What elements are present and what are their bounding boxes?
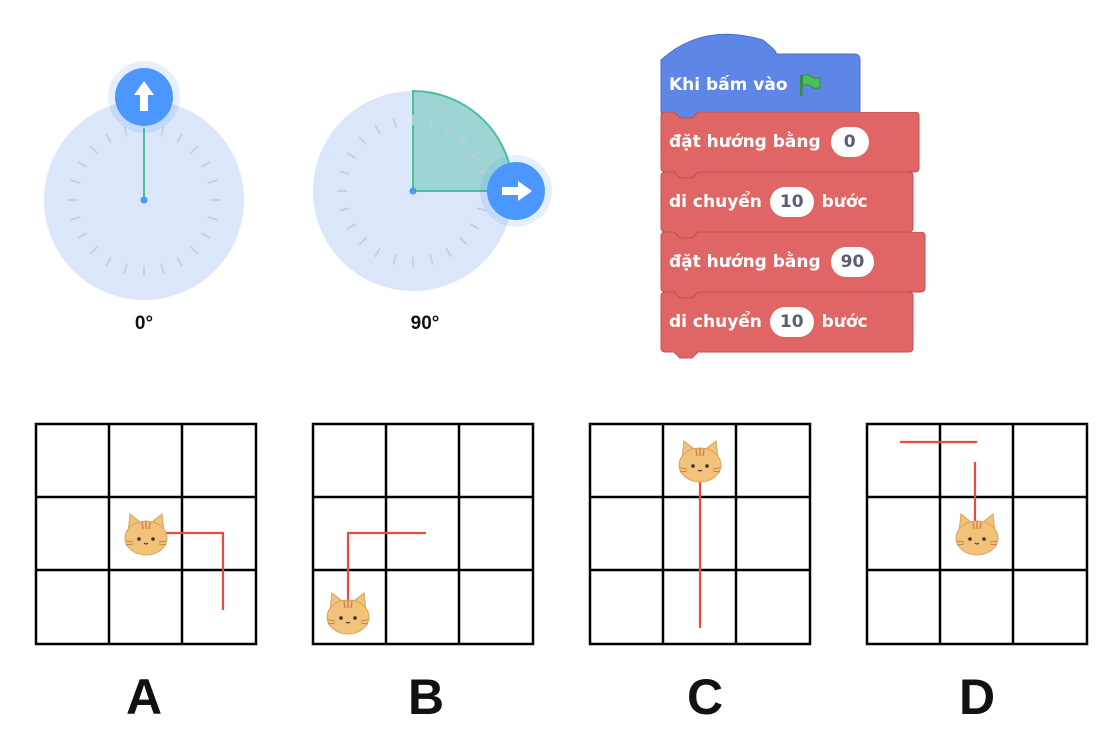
dial-tick (392, 254, 397, 265)
dial-tick (176, 256, 183, 267)
dial-tick (123, 263, 128, 274)
dial-tick (160, 263, 165, 274)
dial-tick (207, 179, 218, 184)
dial-tick (190, 246, 199, 255)
direction-dial-90 (313, 89, 552, 291)
dial-tick (469, 223, 480, 230)
option-label-a[interactable]: A (125, 669, 163, 725)
dial-tick (445, 124, 452, 135)
dial-tick (89, 145, 98, 154)
dial-label-90: 90° (410, 313, 440, 334)
dial-tick (469, 152, 480, 159)
dial-ticks (68, 124, 220, 276)
option-c-grid[interactable] (588, 422, 814, 648)
dial-tick (358, 136, 367, 145)
dial-tick (70, 216, 81, 221)
steps-input-2[interactable]: 10 (769, 307, 814, 337)
dial-tick (476, 207, 487, 212)
grid-lines (34, 422, 258, 646)
dial-tick (77, 161, 88, 168)
grid-lines (865, 422, 1089, 646)
dial-tick (176, 133, 183, 144)
dial-tick (105, 256, 112, 267)
dial-tick (200, 161, 211, 168)
option-label-d[interactable]: D (958, 669, 996, 725)
hat-block-label: Khi bấm vào (669, 75, 788, 95)
option-label-b[interactable]: B (407, 669, 445, 725)
dial-tick (346, 152, 357, 159)
dial-tick (358, 237, 367, 246)
code-script: Khi bấm vào đặt hướng bằng 0 di chuyển 1… (658, 30, 938, 370)
cat-path (164, 531, 225, 610)
dial-tick (70, 179, 81, 184)
direction-input-1[interactable]: 0 (830, 127, 869, 157)
dial-label-0: 0° (134, 313, 154, 334)
steps-input-1[interactable]: 10 (769, 187, 814, 217)
cat-sprite (124, 513, 168, 556)
dial-tick (123, 126, 128, 137)
cat-sprite (678, 440, 722, 483)
set-direction-label: đặt hướng bằng (669, 132, 821, 152)
dial-center (140, 196, 148, 204)
green-flag-icon (799, 74, 821, 96)
dial-tick (190, 145, 199, 154)
dial-tick (77, 232, 88, 239)
set-direction-block-1[interactable]: đặt hướng bằng 0 (658, 112, 919, 172)
arrow-right-icon[interactable] (487, 162, 545, 220)
option-d-grid[interactable] (865, 422, 1091, 648)
steps-unit-label: bước (821, 192, 868, 212)
dial-tick (160, 126, 165, 137)
dial-tick (476, 170, 487, 175)
grid-lines (588, 422, 812, 646)
dial-tick (429, 117, 434, 128)
dial-tick (339, 170, 350, 175)
dial-tick (392, 117, 397, 128)
when-flag-clicked-block[interactable]: Khi bấm vào (658, 56, 863, 114)
arrow-up-icon[interactable] (115, 68, 173, 126)
dial-center (409, 187, 417, 195)
dial-tick (459, 237, 468, 246)
dial-tick (459, 136, 468, 145)
dial-tick (200, 232, 211, 239)
option-a-grid[interactable] (34, 422, 260, 648)
dial-tick (445, 247, 452, 258)
dial-tick (339, 207, 350, 212)
dial-tick (374, 247, 381, 258)
cat-sprite (955, 513, 999, 556)
set-direction-block-2[interactable]: đặt hướng bằng 90 (658, 232, 925, 292)
option-b-grid[interactable] (311, 422, 537, 648)
move-steps-block-2[interactable]: di chuyển 10 bước (658, 292, 913, 352)
cat-path (346, 531, 426, 602)
direction-input-2[interactable]: 90 (830, 247, 875, 277)
move-steps-block-1[interactable]: di chuyển 10 bước (658, 172, 913, 232)
dial-tick (89, 246, 98, 255)
dial-tick (207, 216, 218, 221)
steps-unit-label: bước (821, 312, 868, 332)
move-label: di chuyển (669, 312, 762, 332)
dial-tick (105, 133, 112, 144)
dial-tick (374, 124, 381, 135)
move-label: di chuyển (669, 192, 762, 212)
direction-dial-0 (44, 61, 244, 300)
dial-tick (429, 254, 434, 265)
dial-tick (346, 223, 357, 230)
option-label-c[interactable]: C (686, 669, 724, 725)
set-direction-label: đặt hướng bằng (669, 252, 821, 272)
